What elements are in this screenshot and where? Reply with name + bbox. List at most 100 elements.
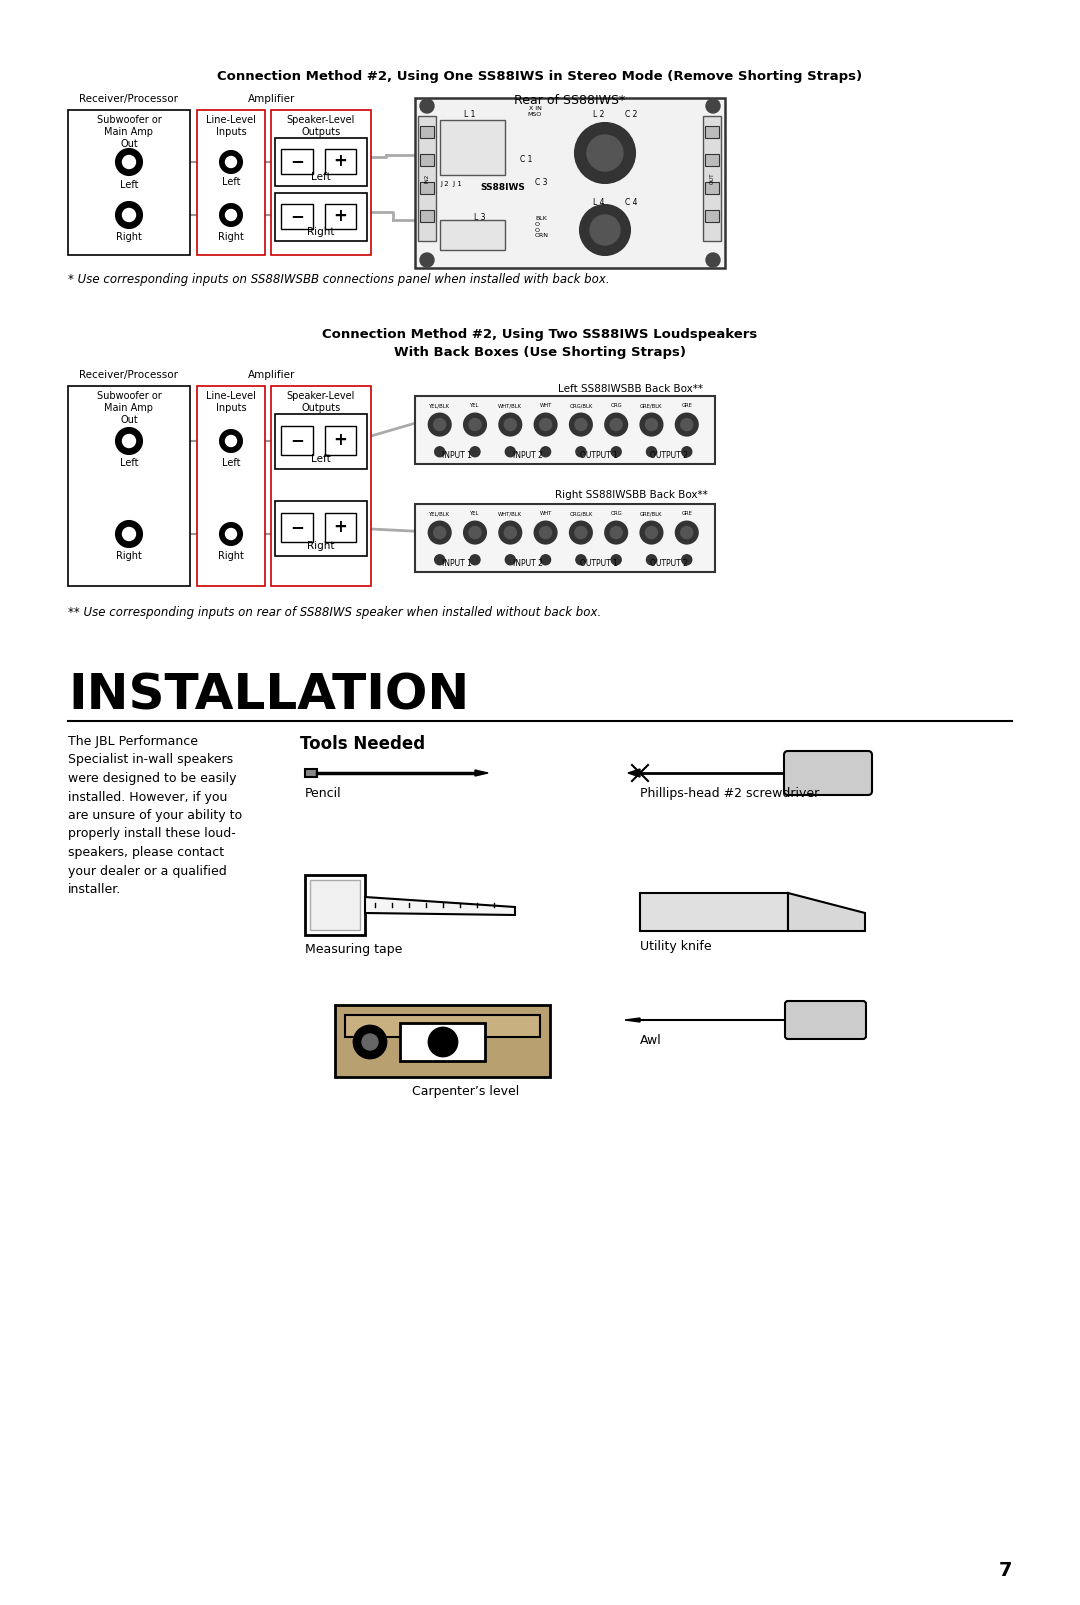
Bar (418, 116, 436, 241)
Polygon shape (475, 770, 488, 775)
Text: C 3: C 3 (535, 178, 548, 188)
Circle shape (434, 526, 446, 539)
Circle shape (610, 526, 622, 539)
Circle shape (504, 419, 516, 430)
Text: WHT: WHT (539, 403, 552, 408)
Circle shape (676, 414, 698, 435)
Text: Phillips-head #2 screwdriver: Phillips-head #2 screwdriver (640, 786, 820, 799)
Text: Receiver/Processor: Receiver/Processor (79, 371, 177, 380)
Text: Right: Right (307, 541, 335, 551)
Circle shape (226, 435, 237, 446)
Text: OUTPUT 2: OUTPUT 2 (650, 451, 688, 461)
Text: * Use corresponding inputs on SS88IWSBB connections panel when installed with ba: * Use corresponding inputs on SS88IWSBB … (68, 273, 609, 286)
Text: Line-Level
Inputs: Line-Level Inputs (206, 116, 256, 136)
Bar (325, 149, 356, 173)
Circle shape (469, 526, 481, 539)
Text: −: − (291, 518, 303, 536)
Bar (305, 875, 365, 936)
Circle shape (680, 419, 692, 430)
Text: YEL/BLK: YEL/BLK (429, 403, 450, 408)
Bar (310, 880, 360, 929)
Text: YEL/BLK: YEL/BLK (429, 510, 450, 515)
Text: Carpenter’s level: Carpenter’s level (413, 1085, 519, 1098)
Text: Pencil: Pencil (305, 786, 341, 799)
Text: Subwoofer or
Main Amp
Out: Subwoofer or Main Amp Out (96, 116, 161, 149)
Text: INPUT 2: INPUT 2 (513, 451, 543, 461)
Text: Right: Right (116, 551, 141, 562)
Circle shape (362, 1034, 378, 1050)
Bar (705, 210, 719, 221)
Text: C 4: C 4 (625, 197, 637, 207)
Circle shape (220, 204, 242, 226)
Text: YEL: YEL (470, 403, 480, 408)
Text: C 2: C 2 (625, 111, 637, 119)
Bar (271, 385, 372, 586)
Bar (325, 204, 356, 228)
Text: L 4: L 4 (593, 197, 605, 207)
Bar (282, 425, 313, 454)
Text: OUTPUT 1: OUTPUT 1 (580, 559, 618, 568)
Text: OUTPUT 1: OUTPUT 1 (580, 451, 618, 461)
Text: IN2: IN2 (424, 173, 430, 183)
Circle shape (470, 555, 480, 565)
Circle shape (464, 522, 486, 544)
Text: INPUT 1: INPUT 1 (443, 559, 472, 568)
Circle shape (220, 151, 242, 173)
Bar (705, 154, 719, 165)
Circle shape (226, 528, 237, 539)
Text: ORG/BLK: ORG/BLK (569, 510, 593, 515)
Text: Left: Left (221, 457, 240, 469)
Text: The JBL Performance
Specialist in-wall speakers
were designed to be easily
insta: The JBL Performance Specialist in-wall s… (68, 735, 242, 896)
Circle shape (505, 555, 515, 565)
Text: WHT/BLK: WHT/BLK (498, 510, 523, 515)
Polygon shape (625, 1018, 640, 1022)
Bar (68, 111, 190, 255)
Circle shape (647, 555, 657, 565)
Text: INSTALLATION: INSTALLATION (68, 671, 469, 719)
Circle shape (611, 555, 621, 565)
Circle shape (541, 555, 551, 565)
Circle shape (646, 526, 658, 539)
Polygon shape (365, 897, 515, 915)
Circle shape (570, 522, 592, 544)
Circle shape (575, 124, 635, 183)
Circle shape (646, 419, 658, 430)
Bar (275, 501, 367, 555)
Text: With Back Boxes (Use Shorting Straps): With Back Boxes (Use Shorting Straps) (394, 347, 686, 360)
Text: WHT/BLK: WHT/BLK (498, 403, 523, 408)
Text: C 1: C 1 (519, 156, 532, 164)
Circle shape (116, 149, 141, 175)
Circle shape (435, 555, 445, 565)
Circle shape (354, 1026, 386, 1058)
Circle shape (504, 526, 516, 539)
Bar (68, 385, 190, 586)
Text: Tools Needed: Tools Needed (300, 735, 426, 753)
Bar (275, 193, 367, 241)
Circle shape (505, 446, 515, 457)
Circle shape (434, 419, 446, 430)
Bar (415, 396, 715, 464)
Text: GRE: GRE (681, 510, 692, 515)
FancyBboxPatch shape (784, 751, 872, 794)
Text: Connection Method #2, Using One SS88IWS in Stereo Mode (Remove Shorting Straps): Connection Method #2, Using One SS88IWS … (217, 71, 863, 83)
Circle shape (576, 555, 585, 565)
FancyBboxPatch shape (785, 1002, 866, 1038)
Circle shape (575, 526, 586, 539)
Text: Speaker-Level
Outputs: Speaker-Level Outputs (287, 116, 355, 136)
Text: Left: Left (120, 180, 138, 189)
Text: −: − (291, 152, 303, 170)
Circle shape (122, 435, 135, 448)
Text: Right: Right (218, 233, 244, 242)
Bar (415, 98, 725, 268)
Text: ORG: ORG (610, 510, 622, 515)
Text: Right SS88IWSBB Back Box**: Right SS88IWSBB Back Box** (555, 490, 707, 501)
Circle shape (681, 446, 692, 457)
Circle shape (706, 254, 720, 266)
Bar (345, 1014, 540, 1037)
Circle shape (540, 419, 552, 430)
Circle shape (122, 528, 135, 541)
Text: Utility knife: Utility knife (640, 941, 712, 953)
Circle shape (420, 254, 434, 266)
Text: Amplifier: Amplifier (248, 95, 295, 104)
Text: +: + (334, 152, 348, 170)
